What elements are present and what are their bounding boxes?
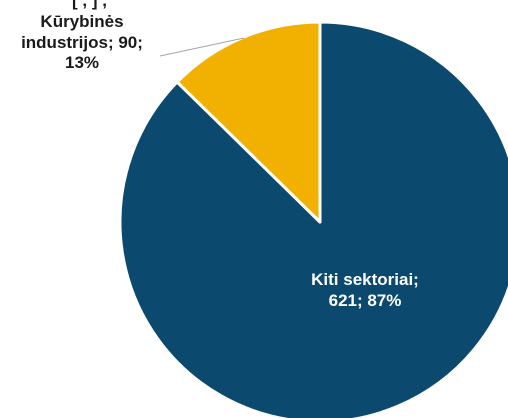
clipped-header-text: [ , ] , (72, 0, 107, 10)
pie-slice-other-sectors (118, 20, 508, 418)
pie-slice-creative-industries (175, 20, 322, 224)
slice-label-other-line1: Kiti sektoriai; (311, 270, 419, 289)
slice-label-other-line2: 621; 87% (328, 290, 402, 310)
slice-label-creative-line1: Kūrybinės (40, 12, 124, 31)
leader-line (159, 37, 245, 57)
slice-label-creative-line3: 13% (64, 53, 100, 73)
slice-label-creative-industries: Kūrybinės industrijos; 90; 13% (2, 12, 162, 74)
slice-label-creative-line2: industrijos; 90; (21, 32, 143, 52)
slice-label-other-sectors: Kiti sektoriai; 621; 87% (290, 270, 440, 311)
